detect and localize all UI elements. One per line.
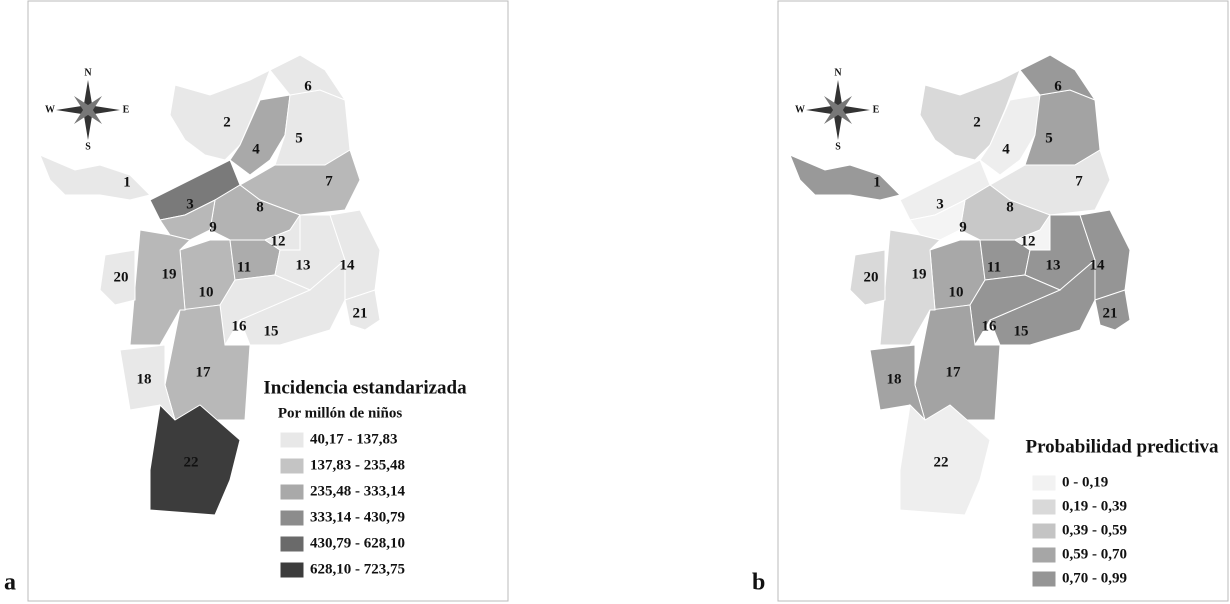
district-label: 4 <box>1002 141 1010 157</box>
district-label: 15 <box>264 323 279 339</box>
legend-subtitle: Por millón de niños <box>278 405 402 421</box>
district-label: 5 <box>295 130 303 146</box>
district-label: 2 <box>973 114 981 130</box>
legend-label: 137,83 - 235,48 <box>310 457 405 473</box>
district-label: 21 <box>353 305 368 321</box>
district-label: 15 <box>1014 323 1029 339</box>
district-label: 4 <box>252 141 260 157</box>
district-label: 8 <box>1006 199 1014 215</box>
district-label: 2 <box>223 114 231 130</box>
legend-swatch <box>1031 474 1057 492</box>
legend-label: 235,48 - 333,14 <box>310 483 405 499</box>
district <box>879 229 941 346</box>
district-label: 8 <box>256 199 264 215</box>
legend-label: 0,70 - 0,99 <box>1062 570 1127 586</box>
legend-swatch <box>1031 498 1057 516</box>
district-label: 22 <box>184 454 199 470</box>
district-label: 16 <box>232 318 248 334</box>
district-label: 9 <box>209 219 217 235</box>
compass-e: E <box>123 104 130 115</box>
district <box>239 258 346 346</box>
legend-swatch <box>279 431 305 449</box>
legend-label: 40,17 - 137,83 <box>310 431 398 447</box>
district <box>789 154 901 201</box>
district-label: 3 <box>186 196 194 212</box>
compass-s: S <box>85 141 91 152</box>
district-label: 6 <box>1054 78 1062 94</box>
legend-label: 628,10 - 723,75 <box>310 561 405 577</box>
district <box>99 249 136 306</box>
legend-title: Probabilidad predictiva <box>1025 436 1219 457</box>
district-label: 20 <box>864 269 879 285</box>
compass-e: E <box>873 104 880 115</box>
district <box>989 258 1096 346</box>
district-label: 1 <box>123 174 131 190</box>
district-label: 14 <box>1090 257 1106 273</box>
legend-label: 430,79 - 628,10 <box>310 535 405 551</box>
legend-label: 0,39 - 0,59 <box>1062 522 1127 538</box>
compass-rose <box>824 96 852 124</box>
district-label: 1 <box>873 174 881 190</box>
compass-s: S <box>835 141 841 152</box>
district-label: 5 <box>1045 130 1053 146</box>
legend-swatch <box>1031 546 1057 564</box>
district <box>979 94 1041 176</box>
compass-rose <box>74 96 102 124</box>
legend-swatch <box>1031 570 1057 588</box>
district-label: 10 <box>199 284 214 300</box>
district-label: 6 <box>304 78 312 94</box>
compass-w: W <box>45 104 55 115</box>
district <box>849 249 886 306</box>
district <box>149 403 241 516</box>
district-label: 18 <box>887 371 902 387</box>
district-label: 7 <box>1075 173 1083 189</box>
district-label: 11 <box>987 259 1001 275</box>
district-label: 12 <box>1021 233 1036 249</box>
district <box>899 403 991 516</box>
district <box>39 154 151 201</box>
district <box>129 229 191 346</box>
district-label: 22 <box>934 454 949 470</box>
district-label: 7 <box>325 173 333 189</box>
district-label: 3 <box>936 196 944 212</box>
legend-swatch <box>279 483 305 501</box>
district-label: 14 <box>340 257 356 273</box>
district-label: 17 <box>946 364 962 380</box>
district-label: 13 <box>1046 257 1061 273</box>
district-label: 10 <box>949 284 964 300</box>
district <box>269 54 347 102</box>
district-label: 19 <box>162 266 177 282</box>
district-label: 21 <box>1103 305 1118 321</box>
district-label: 19 <box>912 266 927 282</box>
legend-swatch <box>279 535 305 553</box>
legend-label: 0 - 0,19 <box>1062 474 1108 490</box>
legend-title: Incidencia estandarizada <box>263 377 467 398</box>
district <box>1019 54 1097 102</box>
district <box>1094 289 1131 331</box>
legend-swatch <box>279 561 305 579</box>
legend-label: 333,14 - 430,79 <box>310 509 405 525</box>
district-label: 11 <box>237 259 251 275</box>
panel-label: a <box>4 570 16 596</box>
district-label: 12 <box>271 233 286 249</box>
legend-swatch <box>279 509 305 527</box>
district <box>344 289 381 331</box>
district-label: 18 <box>137 371 152 387</box>
compass-n: N <box>84 67 92 78</box>
legend-label: 0,19 - 0,39 <box>1062 498 1127 514</box>
compass-n: N <box>834 67 842 78</box>
district-label: 20 <box>114 269 129 285</box>
legend-label: 0,59 - 0,70 <box>1062 546 1127 562</box>
panel-label: b <box>752 570 765 596</box>
legend-swatch <box>1031 522 1057 540</box>
district-label: 9 <box>959 219 967 235</box>
district <box>229 94 291 176</box>
district-label: 13 <box>296 257 311 273</box>
district-label: 17 <box>196 364 212 380</box>
legend-swatch <box>279 457 305 475</box>
district-label: 16 <box>982 318 998 334</box>
compass-w: W <box>795 104 805 115</box>
